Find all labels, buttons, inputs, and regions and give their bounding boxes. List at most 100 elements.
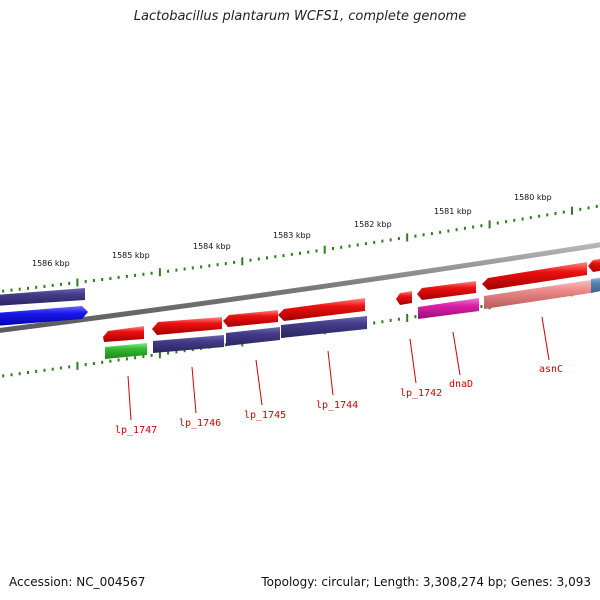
outer-tick-major xyxy=(76,278,79,287)
gene-label-asnC[interactable]: asnC xyxy=(539,364,563,375)
outer-tick-minor xyxy=(546,213,549,217)
outer-tick-minor xyxy=(150,271,153,275)
accession-text: Accession: NC_004567 xyxy=(9,575,146,589)
outer-tick-minor xyxy=(233,260,236,264)
leader-lp-1744 xyxy=(327,350,334,396)
leader-lp-1747 xyxy=(127,375,132,421)
outer-tick-minor xyxy=(480,224,483,228)
gene-arrow-pink[interactable] xyxy=(484,280,591,309)
gene-arrow-dark-top[interactable] xyxy=(0,288,85,306)
inner-tick-minor xyxy=(84,363,87,367)
gene-arrow-magenta[interactable] xyxy=(418,298,479,319)
outer-tick-minor xyxy=(257,257,260,261)
outer-tick-minor xyxy=(18,287,21,291)
inner-tick-major xyxy=(76,361,79,370)
gene-arrow-green[interactable] xyxy=(105,343,147,359)
leader-lp-1746 xyxy=(191,366,197,414)
outer-tick-minor xyxy=(200,265,203,269)
outer-tick-minor xyxy=(183,267,186,271)
outer-tick-minor xyxy=(356,243,359,247)
inner-tick-minor xyxy=(10,373,13,377)
outer-tick-minor xyxy=(364,242,367,246)
gene-label-lp-1745[interactable]: lp_1745 xyxy=(244,410,286,421)
outer-tick-minor xyxy=(348,244,351,248)
inner-tick-minor xyxy=(224,343,227,347)
inner-tick-minor xyxy=(18,372,21,376)
gene-arrow-dark-2[interactable] xyxy=(226,327,280,346)
outer-tick-minor xyxy=(439,230,442,234)
outer-tick-minor xyxy=(84,280,87,283)
outer-tick-minor xyxy=(447,229,450,233)
outer-tick-minor xyxy=(389,238,392,242)
outer-tick-minor xyxy=(472,225,475,229)
inner-tick-minor xyxy=(27,371,29,374)
inner-tick-minor xyxy=(2,374,5,378)
outer-tick-minor xyxy=(422,233,425,237)
scale-label-1581: 1581 kbp xyxy=(434,207,472,216)
outer-tick-minor xyxy=(282,254,285,258)
outer-tick-major xyxy=(241,257,244,266)
gene-arrow-red-2[interactable] xyxy=(152,317,222,335)
outer-tick-minor xyxy=(505,220,508,224)
outer-tick-minor xyxy=(562,210,565,214)
inner-tick-minor xyxy=(142,355,145,359)
outer-tick-minor xyxy=(554,212,557,215)
gene-arrow-dark-1[interactable] xyxy=(153,335,224,353)
outer-tick-minor xyxy=(43,284,46,288)
inner-tick-minor xyxy=(92,362,95,365)
gene-arrow-red-6[interactable] xyxy=(417,281,476,300)
gene-arrow-dark-3[interactable] xyxy=(281,316,367,338)
inner-tick-minor xyxy=(51,367,54,371)
outer-tick-minor xyxy=(290,252,293,256)
map-title: Lactobacillus plantarum WCFS1, complete … xyxy=(133,9,467,24)
inner-tick-minor xyxy=(43,368,46,372)
gene-arrow-red-1[interactable] xyxy=(103,326,144,342)
scale-label-1585: 1585 kbp xyxy=(112,251,150,260)
gene-arrow-red-5[interactable] xyxy=(396,291,412,305)
gene-arrow-red-7[interactable] xyxy=(482,262,587,290)
inner-tick-minor xyxy=(150,353,153,357)
scale-label-1582: 1582 kbp xyxy=(354,220,392,229)
gene-arrow-steel[interactable] xyxy=(591,277,600,293)
outer-tick-minor xyxy=(59,282,62,286)
gene-arrow-blue-top[interactable] xyxy=(0,306,88,326)
outer-tick-minor xyxy=(274,255,277,259)
outer-tick-minor xyxy=(299,251,301,255)
outer-tick-minor xyxy=(51,283,54,287)
outer-tick-minor xyxy=(216,263,219,267)
outer-tick-minor xyxy=(117,275,120,279)
gene-label-lp-1747[interactable]: lp_1747 xyxy=(115,425,157,436)
outer-tick-minor xyxy=(430,232,433,236)
outer-tick-minor xyxy=(266,256,268,260)
inner-tick-minor xyxy=(389,318,392,322)
outer-tick-minor xyxy=(340,245,343,249)
outer-tick-major xyxy=(158,268,161,277)
scale-labels: 1586 kbp 1585 kbp 1584 kbp 1583 kbp 1582… xyxy=(32,193,552,268)
gene-label-lp-1744[interactable]: lp_1744 xyxy=(316,400,358,411)
scale-label-1584: 1584 kbp xyxy=(193,242,231,251)
inner-tick-minor xyxy=(175,350,178,354)
leader-lp-1742 xyxy=(409,338,417,384)
outer-tick-minor xyxy=(134,273,137,277)
outer-tick-minor xyxy=(142,272,145,276)
scale-label-1586: 1586 kbp xyxy=(32,259,70,268)
outer-tick-minor xyxy=(307,250,310,254)
gene-label-lp-1746[interactable]: lp_1746 xyxy=(179,418,221,429)
forward-strand-genes xyxy=(0,258,600,342)
inner-tick-minor xyxy=(373,321,376,325)
outer-tick-minor xyxy=(332,247,334,250)
outer-tick-minor xyxy=(529,216,532,220)
gene-arrow-red-8[interactable] xyxy=(588,258,600,272)
scale-label-1580: 1580 kbp xyxy=(514,193,552,202)
gene-arrow-red-4[interactable] xyxy=(278,298,365,321)
gene-label-lp-1742[interactable]: lp_1742 xyxy=(400,388,442,399)
outer-tick-minor xyxy=(167,269,170,273)
gene-arrow-red-3[interactable] xyxy=(223,310,278,327)
outer-tick-minor xyxy=(521,217,524,221)
inner-tick-minor xyxy=(167,351,170,355)
outer-tick-major xyxy=(571,206,573,215)
reverse-strand-genes xyxy=(105,277,600,359)
gene-label-dnaD[interactable]: dnaD xyxy=(449,379,473,390)
inner-tick-minor xyxy=(183,349,186,353)
